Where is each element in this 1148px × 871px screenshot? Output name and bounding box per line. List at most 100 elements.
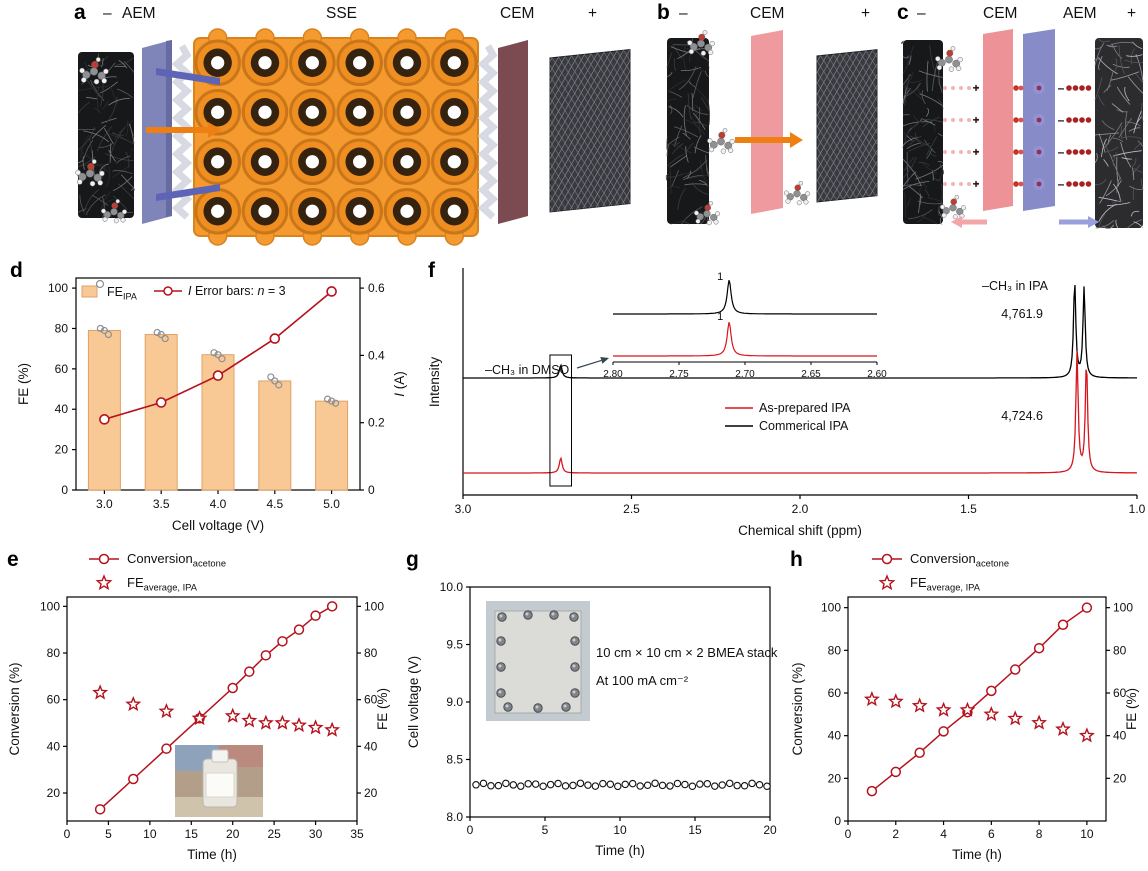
svg-text:2: 2 xyxy=(892,827,899,841)
svg-text:Chemical shift (ppm): Chemical shift (ppm) xyxy=(738,523,862,538)
svg-text:FEIPA: FEIPA xyxy=(107,285,137,302)
svg-text:+: + xyxy=(972,145,979,159)
panel-d-bar-chart: d 0 20 40 60 80 100 0 0.2 0.4 0.6 3.0 3.5 4.0 4.5 5.0 C… xyxy=(8,258,420,545)
svg-text:20: 20 xyxy=(1113,771,1127,785)
panel-h-label: h xyxy=(790,548,803,571)
svg-text:FE (%): FE (%) xyxy=(1124,688,1139,730)
panel-b-cem-label: CEM xyxy=(750,5,785,22)
svg-text:8.0: 8.0 xyxy=(446,810,463,824)
svg-text:1.0: 1.0 xyxy=(1129,502,1146,516)
svg-text:5.0: 5.0 xyxy=(323,497,340,511)
panel-a-positive-terminal: + xyxy=(588,5,598,22)
svg-text:9.5: 9.5 xyxy=(446,638,463,652)
panel-a-negative-terminal: – xyxy=(103,5,112,22)
svg-text:0: 0 xyxy=(64,827,71,841)
panel-g-stack-annotation: 10 cm × 10 cm × 2 BMEA stack xyxy=(596,645,778,660)
svg-text:0: 0 xyxy=(467,823,474,837)
svg-text:2.70: 2.70 xyxy=(735,369,755,380)
panel-f-plot: 3.0 2.5 2.0 1.5 1.0 Chemical shift (ppm) Inten… xyxy=(427,268,1146,538)
panel-a-sse-label: SSE xyxy=(326,5,358,22)
svg-text:0.2: 0.2 xyxy=(368,416,385,430)
svg-text:0.4: 0.4 xyxy=(368,348,385,362)
svg-text:40: 40 xyxy=(47,739,61,753)
panel-c-label: c xyxy=(897,1,909,24)
panel-b-positive-terminal: + xyxy=(861,5,871,22)
svg-text:10: 10 xyxy=(613,823,627,837)
svg-text:+: + xyxy=(972,81,979,95)
svg-text:40: 40 xyxy=(55,402,69,416)
svg-text:20: 20 xyxy=(47,786,61,800)
svg-text:10.0: 10.0 xyxy=(440,580,464,594)
svg-text:3.5: 3.5 xyxy=(153,497,170,511)
panel-e-conversion-chart: e 20 40 60 80 100 20 40 60 80 100 0 5 10 15 20 25 30 35 Ti… xyxy=(5,545,400,871)
svg-text:–: – xyxy=(1058,177,1065,191)
svg-text:4.5: 4.5 xyxy=(266,497,283,511)
svg-text:30: 30 xyxy=(309,827,323,841)
svg-text:2.75: 2.75 xyxy=(669,369,689,380)
panel-c-aem-label: AEM xyxy=(1063,5,1097,22)
svg-text:40: 40 xyxy=(1113,729,1127,743)
panel-c-schematic: c – CEM AEM + + – + – + – + – xyxy=(895,0,1148,252)
panel-g-plot: 8.0 8.5 9.0 9.5 10.0 0 5 10 15 20 Time (h) Cell vol… xyxy=(406,580,777,858)
panel-c-positive-terminal: + xyxy=(1127,5,1137,22)
svg-text:5: 5 xyxy=(105,827,112,841)
svg-text:Time (h): Time (h) xyxy=(187,847,237,862)
svg-text:2.60: 2.60 xyxy=(867,369,887,380)
svg-text:As-prepared IPA: As-prepared IPA xyxy=(759,401,851,415)
svg-text:2.5: 2.5 xyxy=(623,502,640,516)
svg-text:15: 15 xyxy=(185,827,199,841)
ipa-bottle-photo xyxy=(175,745,263,817)
panel-b-label: b xyxy=(657,1,670,24)
svg-text:Cell voltage (V): Cell voltage (V) xyxy=(406,656,421,748)
panel-d-plot: 0 20 40 60 80 100 0 0.2 0.4 0.6 3.0 3.5 4.0 4.5 5.0 Cel… xyxy=(16,277,407,533)
svg-text:+: + xyxy=(972,177,979,191)
svg-text:+: + xyxy=(972,113,979,127)
panel-b-schematic: b – CEM + xyxy=(655,0,893,252)
svg-text:60: 60 xyxy=(1113,686,1127,700)
svg-text:80: 80 xyxy=(47,646,61,660)
svg-text:10: 10 xyxy=(1080,827,1094,841)
svg-text:1: 1 xyxy=(717,311,723,323)
svg-text:15: 15 xyxy=(688,823,702,837)
svg-text:80: 80 xyxy=(1113,643,1127,657)
svg-text:100: 100 xyxy=(364,599,384,613)
svg-text:80: 80 xyxy=(55,321,69,335)
svg-text:2.0: 2.0 xyxy=(792,502,809,516)
panel-e-label: e xyxy=(7,548,19,571)
panel-f-nmr-chart: f 3.0 2.5 2.0 1.5 1.0 Chemical shift (ppm) Int… xyxy=(425,258,1148,545)
svg-text:5: 5 xyxy=(542,823,549,837)
panel-a-diagram xyxy=(75,28,631,246)
panel-f-label: f xyxy=(428,259,435,282)
svg-text:4.0: 4.0 xyxy=(210,497,227,511)
panel-h-conversion-chart: h 0 20 40 60 80 100 20 40 60 80 100 0 2 4 6 8 10 Time (h)… xyxy=(788,545,1148,871)
svg-text:4,761.9: 4,761.9 xyxy=(1001,307,1043,321)
svg-text:20: 20 xyxy=(55,443,69,457)
svg-text:0: 0 xyxy=(368,483,375,497)
svg-text:3.0: 3.0 xyxy=(96,497,113,511)
svg-text:60: 60 xyxy=(364,693,378,707)
svg-text:0.6: 0.6 xyxy=(368,281,385,295)
svg-text:–CH₃ in IPA: –CH₃ in IPA xyxy=(982,279,1049,293)
panel-g-current-annotation: At 100 mA cm⁻² xyxy=(596,673,689,688)
panel-g-stability-chart: g 8.0 8.5 9.0 9.5 10.0 0 5 10 15 20 Time (h) Cell v… xyxy=(398,545,788,871)
svg-text:20: 20 xyxy=(226,827,240,841)
panel-b-diagram xyxy=(665,30,878,226)
svg-text:20: 20 xyxy=(364,786,378,800)
svg-text:2.80: 2.80 xyxy=(603,369,623,380)
svg-text:25: 25 xyxy=(267,827,281,841)
panel-a-label: a xyxy=(74,1,86,24)
svg-text:60: 60 xyxy=(55,362,69,376)
svg-text:8: 8 xyxy=(1036,827,1043,841)
panel-e-plot: 20 40 60 80 100 20 40 60 80 100 0 5 10 15 20 25 30 35 Time… xyxy=(7,551,390,862)
svg-text:60: 60 xyxy=(828,686,842,700)
svg-text:40: 40 xyxy=(364,739,378,753)
svg-text:35: 35 xyxy=(350,827,364,841)
svg-text:60: 60 xyxy=(47,693,61,707)
svg-text:–CH₃ in DMSO: –CH₃ in DMSO xyxy=(485,363,570,377)
svg-text:20: 20 xyxy=(828,771,842,785)
svg-text:0: 0 xyxy=(834,814,841,828)
panel-a-cem-label: CEM xyxy=(500,5,535,22)
svg-text:–: – xyxy=(1058,113,1065,127)
svg-text:Commerical IPA: Commerical IPA xyxy=(759,419,849,433)
svg-text:Cell voltage (V): Cell voltage (V) xyxy=(172,518,264,533)
